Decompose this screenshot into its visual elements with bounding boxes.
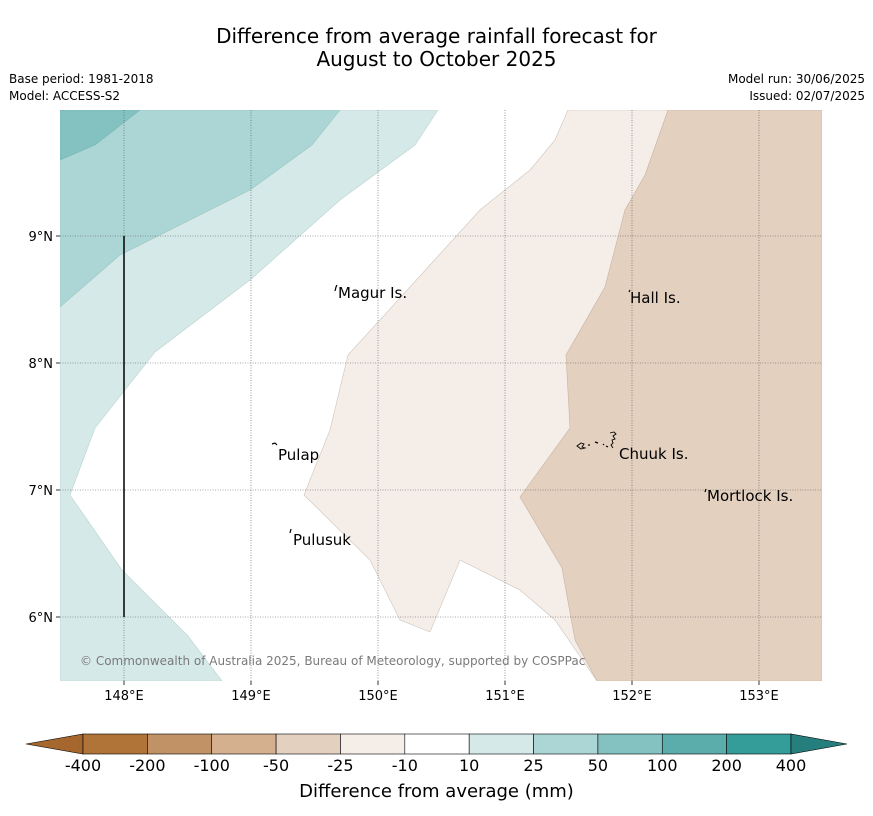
colorbar-tick-label: 200: [711, 756, 742, 775]
region-teal-dark: [60, 110, 141, 161]
lon-label: 153°E: [739, 689, 779, 704]
colorbar-tick-label: 25: [523, 756, 544, 775]
lat-label: 6°N: [29, 611, 54, 626]
colorbar-tick-label: -10: [391, 756, 418, 775]
meta-right: Model run: 30/06/2025 Issued: 02/07/2025: [728, 71, 865, 105]
colorbar-swatch: [468, 733, 534, 755]
colorbar-tick-label: -100: [193, 756, 230, 775]
region-teal-medium: [60, 110, 341, 308]
region-brown-medium: [519, 110, 822, 681]
meta-left: Base period: 1981-2018 Model: ACCESS-S2: [9, 71, 154, 105]
map-area: Magur Is. Hall Is. Pulap Chuuk Is. Mortl…: [60, 110, 822, 681]
label-mortlock: Mortlock Is.: [707, 487, 793, 505]
colorbar-tick-label: 100: [646, 756, 678, 775]
label-pulap: Pulap: [278, 446, 319, 464]
colorbar-tick-label: 50: [587, 756, 609, 775]
colorbar-swatch: [661, 733, 727, 755]
colorbar: [25, 733, 848, 755]
colorbar-swatch: [275, 733, 341, 755]
island-magur: [334, 284, 338, 292]
label-hall: Hall Is.: [630, 289, 681, 307]
lon-label: 150°E: [358, 689, 398, 704]
island-hall: [628, 289, 631, 293]
colorbar-swatch: [340, 733, 406, 755]
colorbar-swatch: [211, 733, 277, 755]
island-pulap: [271, 442, 278, 446]
label-chuuk: Chuuk Is.: [619, 445, 688, 463]
lat-label: 7°N: [29, 484, 54, 499]
label-magur: Magur Is.: [338, 284, 407, 302]
colorbar-swatch: [597, 733, 663, 755]
colorbar-swatch: [726, 733, 792, 755]
model-name: Model: ACCESS-S2: [9, 89, 121, 103]
title-line-1: Difference from average rainfall forecas…: [216, 24, 657, 48]
issued-date: Issued: 02/07/2025: [749, 89, 865, 103]
colorbar-tick-label: -200: [129, 756, 166, 775]
island-pulusuk: [289, 528, 292, 534]
colorbar-swatch: [533, 733, 599, 755]
colorbar-swatch: [82, 733, 148, 755]
base-period: Base period: 1981-2018: [9, 72, 154, 86]
colorbar-title: Difference from average (mm): [299, 781, 574, 802]
colorbar-extend-low: [25, 733, 84, 755]
region-teal-light: [60, 110, 439, 681]
title-line-2: August to October 2025: [316, 47, 557, 71]
lat-label: 9°N: [29, 230, 54, 245]
lon-label: 152°E: [612, 689, 652, 704]
lat-labels: 9°N 8°N 7°N 6°N: [29, 230, 54, 626]
lon-labels: 148°E 149°E 150°E 151°E 152°E 153°E: [104, 689, 779, 704]
colorbar-swatch: [147, 733, 213, 755]
lon-label: 149°E: [231, 689, 271, 704]
colorbar-swatch: [404, 733, 470, 755]
lon-label: 148°E: [104, 689, 144, 704]
colorbar-tick-label: -400: [64, 756, 102, 775]
colorbar-tick-label: 400: [775, 756, 807, 775]
island-markers: [271, 284, 707, 534]
island-chuuk-lagoon: [576, 431, 617, 450]
colorbar-extend-high: [790, 733, 848, 755]
gridlines: [60, 110, 822, 681]
colorbar-tick-label: 10: [458, 756, 480, 775]
model-run: Model run: 30/06/2025: [727, 72, 865, 86]
copyright-text: © Commonwealth of Australia 2025, Bureau…: [80, 654, 585, 668]
lat-label: 8°N: [29, 357, 54, 372]
lon-label: 151°E: [485, 689, 525, 704]
colorbar-tick-label: -25: [327, 756, 354, 775]
axis-ticks: [56, 235, 760, 685]
label-pulusuk: Pulusuk: [293, 531, 351, 549]
island-mortlock: [704, 488, 707, 493]
colorbar-tick-label: -50: [263, 756, 290, 775]
